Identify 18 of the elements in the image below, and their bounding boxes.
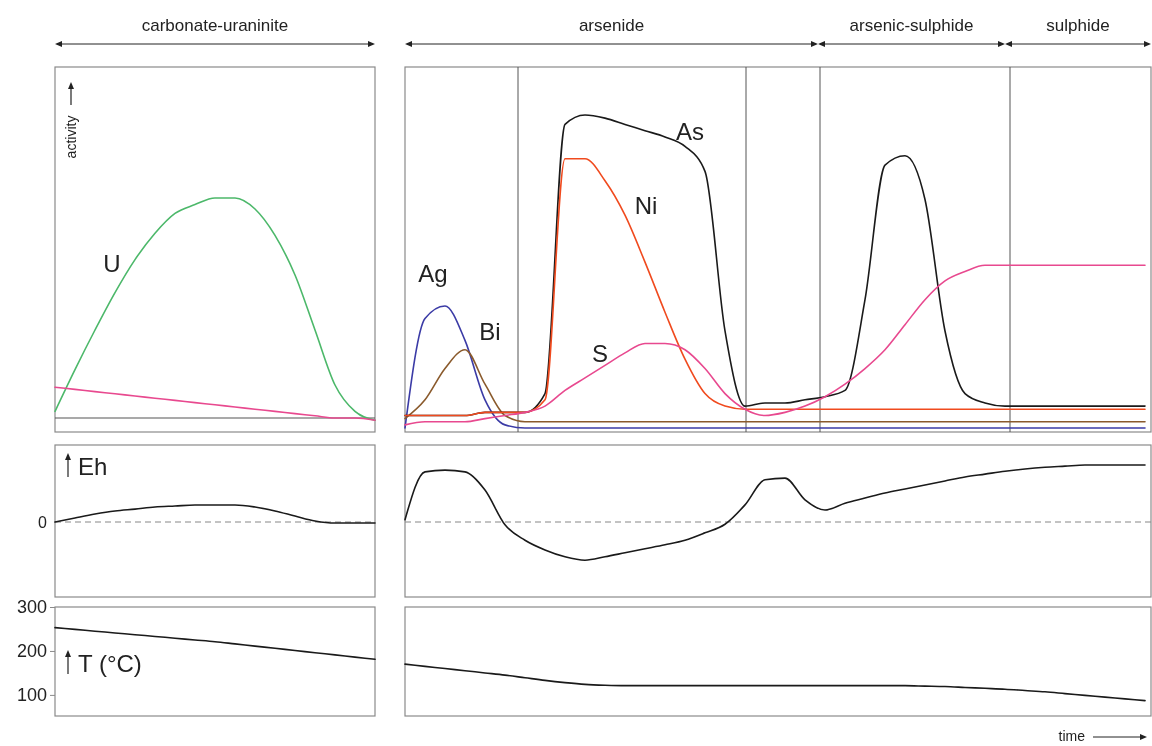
y-axis-title: T (°C) [78,650,142,677]
y-axis-title: Eh [78,453,108,480]
y-tick-label: 200 [16,641,47,662]
y-tick-label: 300 [16,597,47,618]
series-label: U [103,250,121,277]
text: carbonate-uraninite [141,16,289,35]
text: arsenide [578,16,645,35]
series-label: Ag [418,260,448,287]
x-axis-title: time [1058,728,1086,744]
series-label: Bi [479,318,501,345]
text: arsenic-sulphide [849,16,974,35]
y-tick-label: 100 [16,685,47,706]
series-label: As [675,118,705,145]
y-axis-title: activity [63,115,79,159]
text: sulphide [1046,16,1110,35]
ref-line-label: 0 [38,513,48,531]
series-label: S [591,340,609,367]
series-label: Ni [634,192,658,219]
